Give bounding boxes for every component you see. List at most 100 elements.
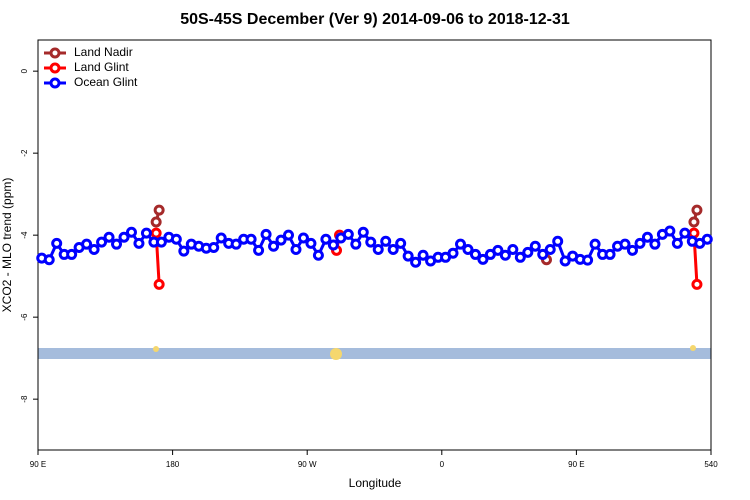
legend-marker xyxy=(49,62,61,74)
point xyxy=(215,232,227,244)
point xyxy=(150,216,162,228)
y-tick-label: -4 xyxy=(20,231,29,239)
point xyxy=(514,251,526,263)
point xyxy=(305,237,317,249)
point xyxy=(380,235,392,247)
point xyxy=(153,278,165,290)
point xyxy=(402,250,414,262)
point xyxy=(342,228,354,240)
point xyxy=(604,248,616,260)
point xyxy=(387,244,399,256)
point xyxy=(410,256,422,268)
point xyxy=(477,253,489,265)
x-tick-label: 180 xyxy=(166,460,180,469)
point xyxy=(619,238,631,250)
point xyxy=(417,249,429,261)
point xyxy=(552,235,564,247)
x-tick-label: 540 xyxy=(704,460,718,469)
point xyxy=(688,227,700,239)
x-tick-label: 90 W xyxy=(298,460,317,469)
chart-title: 50S-45S December (Ver 9) 2014-09-06 to 2… xyxy=(180,11,570,28)
point xyxy=(529,240,541,252)
point xyxy=(88,244,100,256)
point xyxy=(260,228,272,240)
point xyxy=(208,241,220,253)
point xyxy=(582,254,594,266)
legend-label: Land Nadir xyxy=(74,45,133,59)
point xyxy=(178,245,190,257)
legend-marker xyxy=(49,77,61,89)
point xyxy=(544,244,556,256)
point xyxy=(170,233,182,245)
point xyxy=(447,247,459,259)
point xyxy=(312,249,324,261)
point xyxy=(230,238,242,250)
point xyxy=(679,227,691,239)
y-tick-label: 0 xyxy=(20,68,29,73)
y-tick-label: -8 xyxy=(20,395,29,403)
point xyxy=(559,255,571,267)
point xyxy=(492,244,504,256)
point xyxy=(283,229,295,241)
point xyxy=(701,233,713,245)
point xyxy=(125,226,137,238)
point xyxy=(365,236,377,248)
point xyxy=(96,236,108,248)
point xyxy=(118,231,130,243)
point xyxy=(111,238,123,250)
point xyxy=(253,244,265,256)
x-tick-label: 90 E xyxy=(568,460,584,469)
legend-marker xyxy=(49,47,61,59)
point xyxy=(649,238,661,250)
point xyxy=(522,246,534,258)
point xyxy=(688,216,700,228)
y-tick-label: -2 xyxy=(20,149,29,157)
y-tick-label: -6 xyxy=(20,313,29,321)
point xyxy=(275,234,287,246)
point xyxy=(140,227,152,239)
point xyxy=(155,236,167,248)
point xyxy=(462,244,474,256)
point xyxy=(372,244,384,256)
point xyxy=(634,237,646,249)
point xyxy=(51,237,63,249)
point xyxy=(589,238,601,250)
point xyxy=(153,204,165,216)
point xyxy=(395,237,407,249)
point xyxy=(641,231,653,243)
point xyxy=(297,232,309,244)
point xyxy=(103,231,115,243)
x-tick-label: 90 E xyxy=(30,460,46,469)
point xyxy=(671,237,683,249)
point xyxy=(43,254,55,266)
point xyxy=(245,233,257,245)
series-line xyxy=(154,209,699,223)
land-dot xyxy=(690,345,696,351)
point xyxy=(454,238,466,250)
point xyxy=(691,204,703,216)
point xyxy=(268,240,280,252)
point xyxy=(327,239,339,251)
plot-frame xyxy=(37,39,712,451)
land-dot xyxy=(153,346,159,352)
point xyxy=(81,238,93,250)
point xyxy=(320,233,332,245)
legend-label: Ocean Glint xyxy=(74,75,138,89)
point xyxy=(626,244,638,256)
point xyxy=(691,278,703,290)
y-axis-label: XCO2 - MLO trend (ppm) xyxy=(0,178,14,313)
point xyxy=(350,238,362,250)
point xyxy=(150,227,162,239)
legend-label: Land Glint xyxy=(74,60,129,74)
point xyxy=(507,244,519,256)
land-dot xyxy=(330,348,342,360)
surface-band xyxy=(38,348,711,359)
point xyxy=(290,244,302,256)
point xyxy=(664,225,676,237)
point xyxy=(537,248,549,260)
x-tick-label: 0 xyxy=(440,460,445,469)
x-axis-label: Longitude xyxy=(349,476,402,490)
point xyxy=(499,249,511,261)
point xyxy=(357,226,369,238)
